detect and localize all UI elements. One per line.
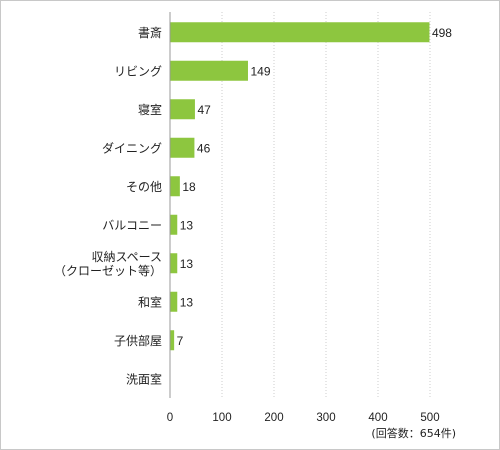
value-label-4: 18 xyxy=(182,180,196,194)
x-tick-label-0: 0 xyxy=(167,412,173,424)
bar-4 xyxy=(170,176,180,197)
bar-8 xyxy=(170,330,175,351)
grid-lines xyxy=(221,12,431,398)
bar-7 xyxy=(170,291,178,312)
x-tick-label-300: 300 xyxy=(316,412,335,424)
x-tick-label-200: 200 xyxy=(264,412,283,424)
value-label-6: 13 xyxy=(180,257,194,271)
category-label-6-line-0: 収納スペース xyxy=(91,250,162,264)
category-label-4: その他 xyxy=(126,180,162,194)
value-label-7: 13 xyxy=(180,295,194,309)
category-label-7: 和室 xyxy=(138,294,162,309)
bar-3 xyxy=(170,137,195,158)
response-count-note: (回答数：654件) xyxy=(371,426,456,440)
bar-0 xyxy=(170,22,430,43)
category-label-8: 子供部屋 xyxy=(114,333,162,348)
value-label-1: 149 xyxy=(250,64,270,78)
value-label-2: 47 xyxy=(197,103,211,117)
category-label-3: ダイニング xyxy=(102,140,162,155)
x-axis-ticks: 0 100 200 300 400 500 xyxy=(167,412,440,424)
value-labels: 498 149 47 46 18 13 13 13 7 xyxy=(177,26,453,348)
category-label-0: 書斎 xyxy=(138,25,162,40)
value-label-3: 46 xyxy=(197,141,211,155)
category-label-2: 寝室 xyxy=(138,102,162,117)
value-label-0: 498 xyxy=(432,26,452,40)
value-label-5: 13 xyxy=(180,218,194,232)
bar-6 xyxy=(170,253,178,274)
category-label-1: リビング xyxy=(114,64,162,78)
value-label-8: 7 xyxy=(177,334,184,348)
category-label-6-line-1: （クローゼット等） xyxy=(54,264,162,278)
category-label-9: 洗面室 xyxy=(126,371,162,386)
bar-1 xyxy=(170,60,248,81)
bars xyxy=(170,22,430,351)
bar-2 xyxy=(170,99,195,120)
x-tick-label-500: 500 xyxy=(420,412,439,424)
x-tick-label-400: 400 xyxy=(368,412,387,424)
x-tick-label-100: 100 xyxy=(212,412,231,424)
bar-5 xyxy=(170,214,178,235)
category-label-5: バルコニー xyxy=(102,218,162,232)
